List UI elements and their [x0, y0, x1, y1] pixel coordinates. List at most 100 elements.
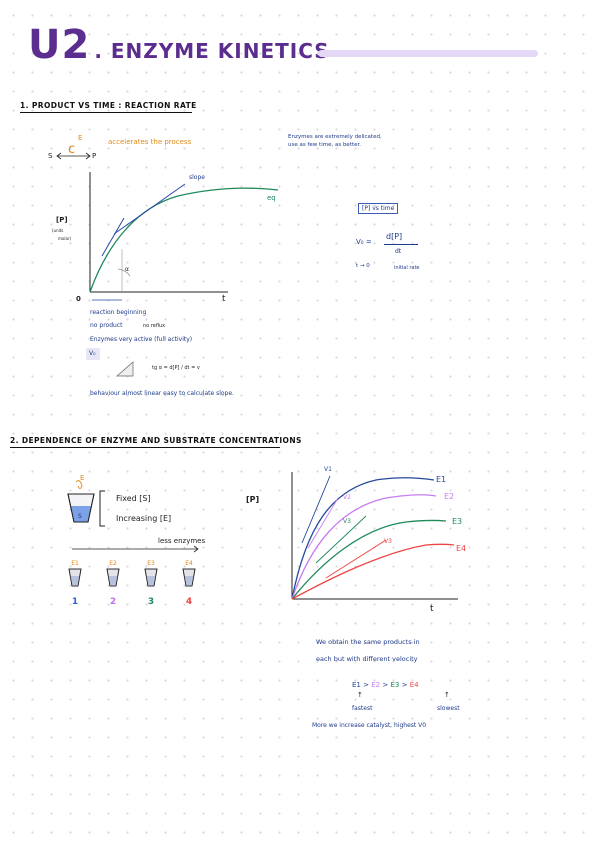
tube-2-enzyme: E2: [109, 560, 117, 567]
note-conclusion: More we increase catalyst, highest V0: [312, 722, 427, 729]
note-same-products: We obtain the same products in: [316, 638, 420, 646]
section2-heading: 2. DEPENDENCE OF ENZYME AND SUBSTRATE CO…: [10, 436, 302, 445]
tube-2-icon: [106, 568, 120, 587]
tube-1-enzyme: E1: [71, 560, 79, 567]
beaker-s-label: S: [78, 513, 82, 520]
formula-initial: initial rate: [394, 265, 420, 271]
graph1-xlabel: t: [222, 294, 226, 304]
page-title: U2. ENZYME KINETICS: [28, 22, 330, 68]
decreasing-arrow-icon: [72, 545, 199, 553]
tube-4-number: 4: [185, 597, 193, 607]
graph1-yunits-1: (units: [52, 228, 64, 233]
note-behaviour: behaviour almost linear easy to calculat…: [90, 390, 234, 397]
tube-2-number: 2: [109, 597, 117, 607]
slope-triangle-icon: [116, 361, 134, 377]
graph1-yunits-2: molar): [58, 236, 72, 241]
tube-4-enzyme: E4: [185, 560, 193, 567]
up-arrow-icon-left: ↑: [357, 691, 363, 699]
formula-v0: V₀ =: [356, 238, 372, 246]
tube-3-icon: [144, 568, 158, 587]
brace-icon: [99, 490, 105, 527]
note-beginning: reaction beginning: [90, 309, 147, 316]
tangent-line: [101, 217, 125, 257]
curve-e2: [291, 494, 437, 600]
tube-4: E4 4: [182, 560, 196, 607]
curve-e3: [291, 519, 447, 600]
title-highlight: [318, 50, 538, 57]
title-unit: U2: [28, 22, 91, 68]
section1-heading: 1. PRODUCT VS TIME : REACTION RATE: [20, 101, 197, 110]
order-e4: E4: [409, 681, 419, 689]
less-enzymes: less enzymes: [158, 537, 206, 545]
tube-row: E1 1 E2 2 E3 3 E4 4: [68, 560, 196, 607]
tube-3: E3 3: [144, 560, 158, 607]
label-v2: V2: [343, 494, 351, 501]
beaker-icon: S: [67, 480, 95, 523]
tube-3-enzyme: E3: [147, 560, 155, 567]
order-gt-2: >: [382, 681, 389, 689]
graph1-ylabel: [P]: [56, 216, 68, 224]
graph1-slope-label: slope: [189, 174, 205, 181]
note-delicate-2: use as few time, as better.: [288, 142, 362, 148]
slope-line: [113, 183, 186, 235]
note-fastest: fastest: [352, 705, 373, 712]
reaction-p: P: [92, 152, 97, 160]
reaction-enzyme-c: c: [68, 142, 76, 157]
graph1-alpha: α: [125, 266, 129, 273]
note-delicate-1: Enzymes are extremely delicated,: [288, 134, 382, 140]
tube-3-number: 3: [147, 597, 155, 607]
section2-underline: [10, 447, 280, 448]
tube-1-icon: [68, 568, 82, 587]
product-vs-time-graph: [89, 172, 279, 301]
graph2-ylabel: [P]: [246, 495, 260, 504]
v0-highlight: [86, 348, 100, 360]
graph2-xlabel: t: [430, 604, 434, 614]
beaker-enzyme: E: [80, 474, 85, 482]
reaction-note: accelerates the process: [108, 138, 192, 146]
fixed-s: Fixed [S]: [116, 494, 151, 503]
reaction-enzyme: E: [78, 134, 83, 142]
formula-fraction-bar: [384, 244, 418, 245]
curve-e4: [291, 543, 455, 600]
order-gt-3: >: [401, 681, 408, 689]
note-slowest: slowest: [437, 705, 460, 712]
order-row: E1 > E2 > E3 > E4: [352, 681, 419, 689]
label-v3: V3: [343, 518, 351, 525]
alpha-arc: [117, 268, 131, 277]
formula-box: [P] vs time: [358, 203, 399, 214]
up-arrow-icon-right: ↑: [444, 691, 450, 699]
label-e3: E3: [452, 517, 463, 526]
label-e1: E1: [436, 475, 447, 484]
enzyme-concentration-graph: [291, 472, 458, 600]
tangent-v3: [315, 515, 367, 564]
note-no-reflux: no reflux: [143, 323, 166, 329]
tube-1: E1 1: [68, 560, 82, 607]
formula-num: d[P]: [386, 232, 403, 241]
graph1-origin: 0: [76, 295, 81, 303]
tube-4-icon: [182, 568, 196, 587]
order-e1: E1: [352, 681, 361, 689]
formula-den: dt: [395, 248, 402, 255]
curve-e1: [291, 477, 435, 600]
tangent-v2: [307, 497, 339, 549]
tangent-v4: [325, 539, 387, 579]
order-e2: E2: [371, 681, 381, 689]
note-enzymes-active: Enzymes very active (full activity): [90, 336, 193, 343]
tube-1-number: 1: [71, 597, 79, 607]
order-e3: E3: [390, 681, 400, 689]
label-v1: V1: [324, 466, 332, 473]
saturation-curve: [89, 187, 279, 293]
graph1-eq-label: eq: [267, 194, 276, 202]
section1-underline: [20, 112, 192, 113]
note-different-velocity: each but with different velocity: [316, 655, 418, 663]
tube-2: E2 2: [106, 560, 120, 607]
title-topic: . ENZYME KINETICS: [94, 39, 330, 63]
increasing-e: Increasing [E]: [116, 514, 172, 523]
label-e2: E2: [444, 492, 455, 501]
reaction-arrow-icon: [56, 152, 91, 160]
tangent-v1: [301, 475, 331, 544]
note-v0: V₀: [89, 350, 96, 357]
note-tg: tg α = d[P] / dt = v: [152, 365, 200, 371]
note-no-product: no product: [90, 322, 123, 329]
order-gt-1: >: [363, 681, 369, 689]
